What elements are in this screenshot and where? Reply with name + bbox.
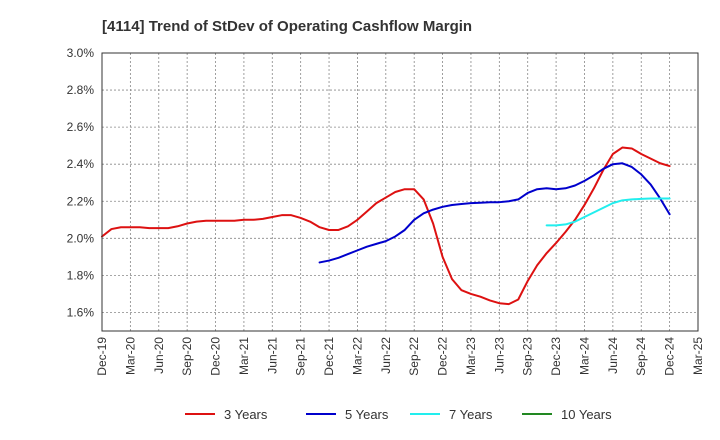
series-line-7-years <box>545 197 671 227</box>
y-tick-label: 2.2% <box>67 194 95 208</box>
plot-area <box>102 53 698 331</box>
series-line-5-years <box>318 162 671 264</box>
series-lines <box>101 146 671 306</box>
x-tick-label: Dec-22 <box>436 337 450 376</box>
x-tick-label: Dec-19 <box>95 337 109 376</box>
x-tick-label: Jun-22 <box>379 337 393 374</box>
y-tick-label: 2.8% <box>67 83 95 97</box>
x-tick-label: Jun-20 <box>152 337 166 374</box>
series-line-3-years <box>101 146 671 306</box>
x-tick-label: Mar-25 <box>691 337 705 375</box>
x-tick-label: Dec-23 <box>549 337 563 376</box>
y-tick-label: 3.0% <box>67 46 95 60</box>
legend-label: 10 Years <box>561 407 612 422</box>
legend-label: 3 Years <box>224 407 268 422</box>
x-tick-label: Mar-24 <box>577 337 591 375</box>
plot-border <box>101 52 699 332</box>
legend-label: 5 Years <box>345 407 389 422</box>
x-tick-label: Sep-21 <box>294 337 308 376</box>
x-tick-label: Dec-21 <box>322 337 336 376</box>
y-tick-label: 2.6% <box>67 120 95 134</box>
x-tick-label: Mar-22 <box>350 337 364 375</box>
y-axis-ticks: 1.6% 1.8% 2.0% 2.2% 2.4% 2.6% 2.8% 3.0% <box>67 46 95 319</box>
x-tick-label: Mar-23 <box>464 337 478 375</box>
legend-label: 7 Years <box>449 407 493 422</box>
x-tick-label: Mar-20 <box>123 337 137 375</box>
x-tick-label: Jun-21 <box>265 337 279 374</box>
x-tick-label: Jun-23 <box>492 337 506 374</box>
y-tick-label: 1.8% <box>67 268 95 282</box>
y-tick-label: 2.4% <box>67 157 95 171</box>
x-tick-label: Sep-24 <box>634 337 648 376</box>
x-tick-label: Sep-20 <box>180 337 194 376</box>
legend: 3 Years 5 Years 7 Years 10 Years <box>185 407 612 422</box>
x-tick-label: Jun-24 <box>606 337 620 374</box>
x-tick-label: Dec-20 <box>209 337 223 376</box>
y-tick-label: 2.0% <box>67 231 95 245</box>
x-tick-label: Mar-21 <box>237 337 251 375</box>
chart-title: [4114] Trend of StDev of Operating Cashf… <box>102 18 472 35</box>
x-tick-label: Sep-23 <box>521 337 535 376</box>
x-tick-label: Sep-22 <box>407 337 421 376</box>
x-tick-label: Dec-24 <box>663 337 677 376</box>
y-tick-label: 1.6% <box>67 305 95 319</box>
x-axis-ticks: Dec-19 Mar-20 Jun-20 Sep-20 Dec-20 Mar-21 Jun-… <box>95 337 705 376</box>
